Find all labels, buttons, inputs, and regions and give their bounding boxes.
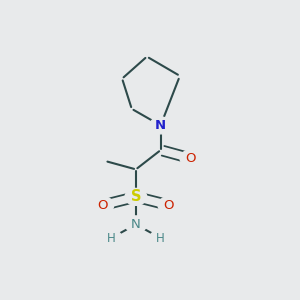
Ellipse shape — [150, 117, 171, 134]
Ellipse shape — [158, 197, 180, 214]
Ellipse shape — [100, 230, 122, 247]
Ellipse shape — [180, 150, 202, 167]
Text: O: O — [98, 199, 108, 212]
Text: O: O — [164, 199, 174, 212]
Text: O: O — [186, 152, 196, 165]
Text: N: N — [131, 218, 141, 231]
Ellipse shape — [92, 197, 114, 214]
Text: S: S — [130, 189, 141, 204]
Ellipse shape — [125, 216, 147, 233]
Ellipse shape — [150, 230, 171, 247]
Ellipse shape — [125, 188, 147, 205]
Text: H: H — [107, 232, 116, 244]
Text: H: H — [156, 232, 165, 244]
Text: N: N — [155, 119, 166, 132]
